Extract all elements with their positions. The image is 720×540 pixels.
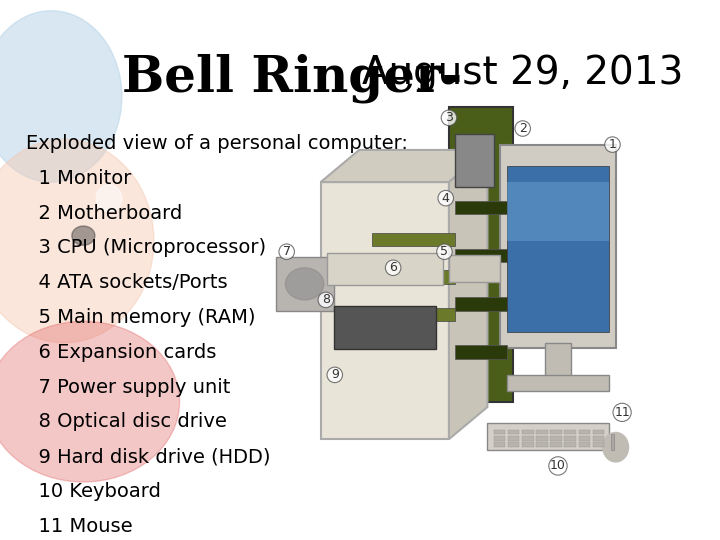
Text: 9 Hard disk drive (HDD): 9 Hard disk drive (HDD) xyxy=(26,447,270,466)
Text: 11 Mouse: 11 Mouse xyxy=(26,517,132,536)
Text: 10 Keyboard: 10 Keyboard xyxy=(26,482,161,501)
Text: 6 Expansion cards: 6 Expansion cards xyxy=(26,343,216,362)
Text: 3: 3 xyxy=(445,111,453,124)
Polygon shape xyxy=(449,150,487,439)
FancyBboxPatch shape xyxy=(494,436,505,441)
FancyBboxPatch shape xyxy=(507,375,609,391)
FancyBboxPatch shape xyxy=(593,436,604,441)
FancyBboxPatch shape xyxy=(372,271,455,284)
Text: 1: 1 xyxy=(608,138,616,151)
Text: 5: 5 xyxy=(441,245,449,258)
Text: 7: 7 xyxy=(283,245,291,258)
FancyBboxPatch shape xyxy=(545,343,571,380)
Text: 2 Motherboard: 2 Motherboard xyxy=(26,204,182,222)
Ellipse shape xyxy=(0,139,154,343)
FancyBboxPatch shape xyxy=(333,306,436,349)
FancyBboxPatch shape xyxy=(372,233,455,246)
Ellipse shape xyxy=(0,11,122,182)
FancyBboxPatch shape xyxy=(550,442,562,447)
FancyBboxPatch shape xyxy=(487,423,609,450)
Text: Exploded view of a personal computer:: Exploded view of a personal computer: xyxy=(26,134,408,153)
Text: 10: 10 xyxy=(550,460,566,472)
FancyBboxPatch shape xyxy=(522,442,534,447)
Text: 2: 2 xyxy=(519,122,526,135)
FancyBboxPatch shape xyxy=(507,182,609,241)
FancyBboxPatch shape xyxy=(455,201,507,214)
Ellipse shape xyxy=(0,321,179,482)
Text: 8 Optical disc drive: 8 Optical disc drive xyxy=(26,413,227,431)
FancyBboxPatch shape xyxy=(593,442,604,447)
FancyBboxPatch shape xyxy=(276,257,333,310)
FancyBboxPatch shape xyxy=(494,442,505,447)
FancyBboxPatch shape xyxy=(455,134,494,187)
FancyBboxPatch shape xyxy=(564,429,576,434)
FancyBboxPatch shape xyxy=(550,429,562,434)
FancyBboxPatch shape xyxy=(536,436,548,441)
Text: 3 CPU (Microprocessor): 3 CPU (Microprocessor) xyxy=(26,238,266,258)
FancyBboxPatch shape xyxy=(550,436,562,441)
FancyBboxPatch shape xyxy=(564,436,576,441)
Text: 5 Main memory (RAM): 5 Main memory (RAM) xyxy=(26,308,255,327)
FancyBboxPatch shape xyxy=(578,442,590,447)
FancyBboxPatch shape xyxy=(494,429,505,434)
FancyBboxPatch shape xyxy=(449,107,513,402)
Text: 1 Monitor: 1 Monitor xyxy=(26,168,131,188)
Text: 7 Power supply unit: 7 Power supply unit xyxy=(26,377,230,396)
Ellipse shape xyxy=(96,185,122,212)
FancyBboxPatch shape xyxy=(508,436,520,441)
Text: 4 ATA sockets/Ports: 4 ATA sockets/Ports xyxy=(26,273,228,292)
FancyBboxPatch shape xyxy=(455,297,507,310)
Polygon shape xyxy=(320,150,487,182)
Ellipse shape xyxy=(603,433,629,462)
FancyBboxPatch shape xyxy=(611,434,613,450)
FancyBboxPatch shape xyxy=(372,308,455,321)
Text: Bell Ringer-: Bell Ringer- xyxy=(122,53,462,103)
FancyBboxPatch shape xyxy=(578,429,590,434)
Text: 11: 11 xyxy=(614,406,630,419)
FancyBboxPatch shape xyxy=(564,442,576,447)
FancyBboxPatch shape xyxy=(449,255,500,282)
FancyBboxPatch shape xyxy=(455,346,507,359)
Text: 6: 6 xyxy=(390,261,397,274)
FancyBboxPatch shape xyxy=(508,442,520,447)
FancyBboxPatch shape xyxy=(578,436,590,441)
FancyBboxPatch shape xyxy=(327,253,443,285)
Text: 9: 9 xyxy=(331,368,338,381)
FancyBboxPatch shape xyxy=(500,145,616,348)
FancyBboxPatch shape xyxy=(455,249,507,262)
FancyBboxPatch shape xyxy=(507,166,609,332)
FancyBboxPatch shape xyxy=(536,429,548,434)
FancyBboxPatch shape xyxy=(320,182,449,439)
FancyBboxPatch shape xyxy=(536,442,548,447)
FancyBboxPatch shape xyxy=(508,429,520,434)
Text: 4: 4 xyxy=(442,192,450,205)
FancyBboxPatch shape xyxy=(593,429,604,434)
Circle shape xyxy=(72,226,95,245)
Text: 8: 8 xyxy=(322,293,330,306)
FancyBboxPatch shape xyxy=(522,429,534,434)
Text: August 29, 2013: August 29, 2013 xyxy=(362,53,684,92)
Circle shape xyxy=(285,268,324,300)
FancyBboxPatch shape xyxy=(522,436,534,441)
